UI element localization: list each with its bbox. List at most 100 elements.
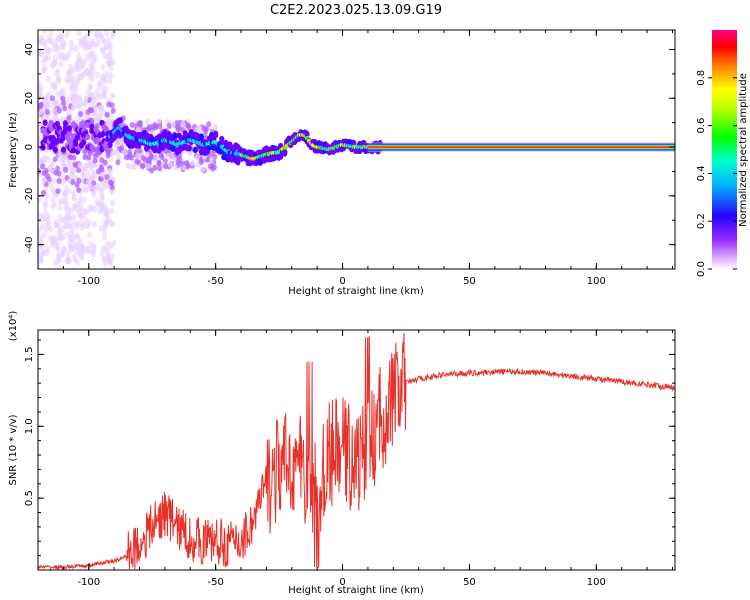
spectrogram-noise-cell	[38, 228, 41, 236]
spectrogram-x-tick-label: 0	[339, 276, 345, 287]
spectrogram-noise-cell	[82, 148, 88, 155]
spectrogram-noise-cell	[84, 44, 90, 52]
spectrogram-noise-cell	[53, 221, 59, 229]
spectrogram-noise-cell	[42, 41, 48, 49]
spectrogram-noise-cell	[165, 152, 171, 159]
spectrogram-noise-cell	[115, 159, 121, 166]
spectrogram-y-tick-label: 20	[24, 92, 35, 105]
spectrogram-noise-cell	[77, 195, 83, 203]
spectrogram-band-cell	[186, 145, 192, 152]
spectrogram-noise-cell	[52, 200, 58, 208]
spectrogram-noise-cell	[46, 75, 52, 83]
spectrogram-band-cell	[52, 146, 58, 153]
spectrogram-noise-cell	[44, 109, 50, 116]
spectrogram-noise-cell	[119, 144, 125, 151]
spectrogram-band-cell	[206, 144, 213, 151]
spectrogram-noise-cell	[88, 203, 94, 211]
spectrogram-noise-cell	[79, 223, 85, 231]
spectrogram-noise-cell	[92, 157, 98, 164]
spectrogram-noise-cell	[102, 259, 108, 267]
spectrogram-noise-cell	[82, 165, 88, 172]
spectrogram-noise-cell	[92, 220, 98, 228]
spectrogram-noise-cell	[100, 244, 106, 252]
spectrogram-noise-cell	[74, 65, 80, 73]
spectrogram-noise-cell	[74, 222, 80, 230]
spectrogram-noise-cell	[129, 163, 135, 170]
spectrogram-noise-cell	[65, 256, 71, 264]
spectrogram-noise-cell	[77, 200, 83, 208]
spectrogram-noise-cell	[54, 238, 60, 246]
spectrogram-noise-cell	[65, 216, 71, 224]
spectrogram-noise-cell	[89, 75, 95, 83]
spectrogram-band-cell	[85, 133, 91, 141]
spectrogram-band-cell	[42, 119, 48, 126]
spectrogram-noise-cell	[52, 59, 58, 67]
spectrogram-noise-cell	[74, 181, 80, 188]
spectrogram-noise-cell	[82, 215, 88, 223]
spectrogram-noise-cell	[55, 68, 61, 76]
spectrogram-band-cell	[351, 139, 357, 147]
spectrogram-noise-cell	[180, 121, 186, 128]
spectrogram-noise-cell	[46, 47, 52, 55]
spectrogram-noise-cell	[52, 84, 58, 92]
spectrogram-band-cell	[91, 146, 97, 153]
spectrogram-noise-cell	[172, 164, 178, 171]
spectrogram-noise-cell	[70, 167, 76, 174]
spectrogram-noise-cell	[38, 194, 42, 202]
spectrogram-noise-cell	[211, 164, 217, 171]
spectrogram-noise-cell	[69, 93, 75, 100]
figure-title: C2E2.2023.025.13.09.G19	[270, 3, 442, 18]
spectrogram-noise-cell	[96, 168, 102, 175]
spectrogram-band-cell	[263, 145, 270, 152]
spectrogram-noise-cell	[69, 39, 75, 47]
spectrogram-noise-cell	[65, 70, 71, 78]
spectrogram-noise-cell	[98, 164, 104, 171]
spectrogram-band-cell	[125, 128, 131, 135]
spectrogram-noise-cell	[71, 213, 77, 221]
spectrogram-noise-cell	[59, 250, 65, 258]
spectrogram-noise-cell	[149, 167, 155, 174]
spectrogram-noise-cell	[42, 199, 48, 207]
spectrogram-noise-cell	[55, 188, 61, 195]
spectrogram-band-cell	[135, 142, 142, 149]
spectrogram-noise-cell	[145, 163, 151, 170]
spectrogram-band-cell	[160, 144, 166, 151]
spectrogram-noise-cell	[86, 54, 92, 62]
spectrogram-noise-cell	[38, 49, 44, 57]
spectrogram-noise-cell	[72, 255, 78, 263]
spectrogram-noise-cell	[87, 184, 93, 191]
spectrogram-band-cell	[60, 134, 66, 141]
spectrogram-noise-cell	[76, 187, 82, 194]
spectrogram-noise-cell	[50, 195, 56, 203]
spectrogram-noise-cell	[153, 123, 159, 130]
spectrogram-noise-cell	[103, 85, 109, 93]
spectrogram-noise-cell	[61, 99, 67, 106]
snr-axes: -100 -50 0 50 100 0.5 1.0 1.5	[24, 330, 675, 588]
spectrogram-noise-cell	[104, 30, 110, 37]
spectrogram-noise-cell	[63, 166, 69, 173]
spectrogram-noise-cell	[77, 110, 83, 117]
spectrogram-band-cell	[162, 129, 168, 136]
spectrogram-noise-cell	[104, 211, 110, 219]
spectrogram-band-cell	[40, 127, 46, 134]
spectrogram-band-cell	[62, 120, 69, 127]
spectrogram-noise-cell	[96, 82, 102, 90]
spectrogram-band-cell	[85, 121, 91, 128]
spectrogram-noise-cell	[52, 40, 58, 48]
snr-y-scale-label: (x10⁴)	[8, 311, 19, 342]
spectrogram-noise-cell	[40, 59, 46, 67]
spectrogram-noise-cell	[48, 30, 54, 38]
spectrogram-band-cell	[152, 146, 158, 154]
spectrogram-noise-cell	[86, 89, 92, 97]
spectrogram-noise-cell	[98, 187, 104, 194]
spectrogram-y-tick-label: -20	[24, 188, 35, 204]
spectrogram-noise-cell	[65, 76, 71, 84]
spectrogram-noise-cell	[53, 169, 59, 176]
snr-y-tick-label: 1.5	[24, 346, 35, 362]
spectrogram-noise-cell	[111, 239, 117, 247]
spectrogram-noise-cell	[41, 170, 47, 177]
colorbar-tick-label: 0.6	[696, 118, 707, 134]
spectrogram-noise-cell	[136, 120, 142, 127]
spectrogram-band-cell	[99, 146, 105, 153]
